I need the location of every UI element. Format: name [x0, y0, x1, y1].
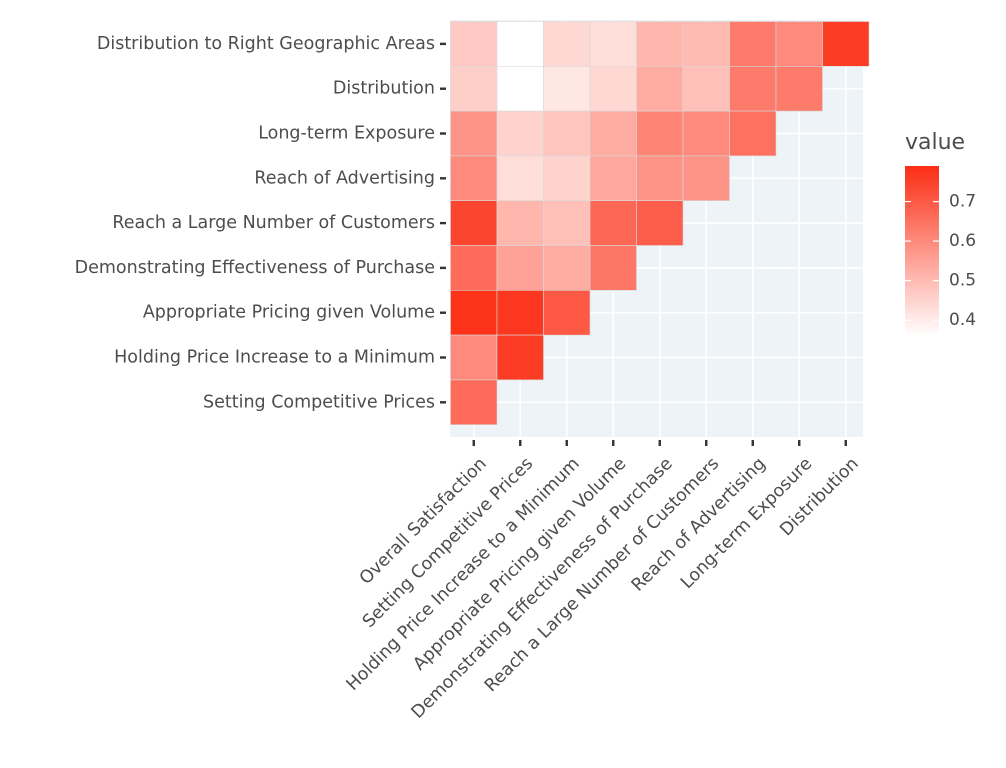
heatmap-cell — [496, 245, 544, 291]
heatmap-cell — [496, 200, 544, 246]
y-tick-label: Long-term Exposure — [258, 124, 435, 144]
heatmap-cell — [543, 155, 591, 201]
heatmap-cell — [450, 110, 498, 157]
y-tick-label: Distribution to Right Geographic Areas — [97, 34, 435, 54]
heatmap-cells — [450, 21, 870, 425]
heatmap-cell — [543, 200, 591, 246]
heatmap-cell — [589, 245, 637, 291]
y-tick-label: Reach of Advertising — [254, 168, 435, 188]
legend-colorbar — [905, 166, 939, 336]
heatmap-cell — [450, 155, 498, 201]
heatmap-cell — [636, 66, 684, 112]
legend-tick-label: 0.4 — [949, 310, 976, 330]
heatmap-cell — [589, 110, 637, 157]
heatmap-cell — [589, 155, 637, 201]
heatmap-cell — [543, 245, 591, 291]
heatmap-cell — [636, 200, 684, 246]
heatmap-cell — [450, 200, 498, 246]
heatmap-cell — [636, 110, 684, 157]
heatmap-cell — [450, 245, 498, 291]
heatmap-cell — [450, 21, 498, 67]
heatmap-cell — [496, 66, 544, 112]
heatmap-cell — [682, 155, 730, 201]
y-tick-label: Holding Price Increase to a Minimum — [114, 348, 435, 368]
heatmap-cell — [775, 21, 823, 67]
heatmap-cell — [543, 289, 591, 336]
heatmap-cell — [543, 110, 591, 157]
heatmap-cell — [450, 66, 498, 112]
heatmap-cell — [822, 21, 870, 67]
heatmap-cell — [543, 66, 591, 112]
y-axis: Distribution to Right Geographic Areas Di… — [75, 34, 446, 412]
heatmap-cell — [450, 334, 498, 381]
heatmap-cell — [450, 289, 498, 336]
legend-tick-label: 0.5 — [949, 271, 976, 291]
heatmap-cell — [496, 110, 544, 157]
heatmap-cell — [636, 21, 684, 67]
legend: value 0.7 0.6 0.5 0.4 — [905, 130, 976, 336]
heatmap-cell — [589, 200, 637, 246]
heatmap-cell — [589, 66, 637, 112]
y-tick-label: Setting Competitive Prices — [203, 392, 435, 412]
heatmap-cell — [682, 66, 730, 112]
heatmap-cell — [682, 21, 730, 67]
heatmap-cell — [589, 21, 637, 67]
heatmap-cell — [729, 66, 777, 112]
heatmap-cell — [543, 21, 591, 67]
legend-tick-label: 0.6 — [949, 231, 976, 251]
legend-title: value — [905, 130, 965, 155]
y-tick-label: Demonstrating Effectiveness of Purchase — [75, 258, 435, 278]
heatmap-cell — [496, 334, 544, 381]
heatmap-cell — [496, 21, 544, 67]
heatmap-cell — [729, 21, 777, 67]
y-tick-label: Distribution — [333, 79, 435, 99]
legend-tick-label: 0.7 — [949, 192, 976, 212]
heatmap-cell — [729, 110, 777, 157]
heatmap-cell — [496, 155, 544, 201]
heatmap-cell — [775, 66, 823, 112]
heatmap-cell — [636, 155, 684, 201]
y-tick-label: Reach a Large Number of Customers — [112, 213, 435, 233]
heatmap-cell — [682, 110, 730, 157]
heatmap-cell — [496, 289, 544, 336]
y-tick-label: Appropriate Pricing given Volume — [143, 303, 435, 323]
heatmap-cell — [450, 379, 498, 425]
